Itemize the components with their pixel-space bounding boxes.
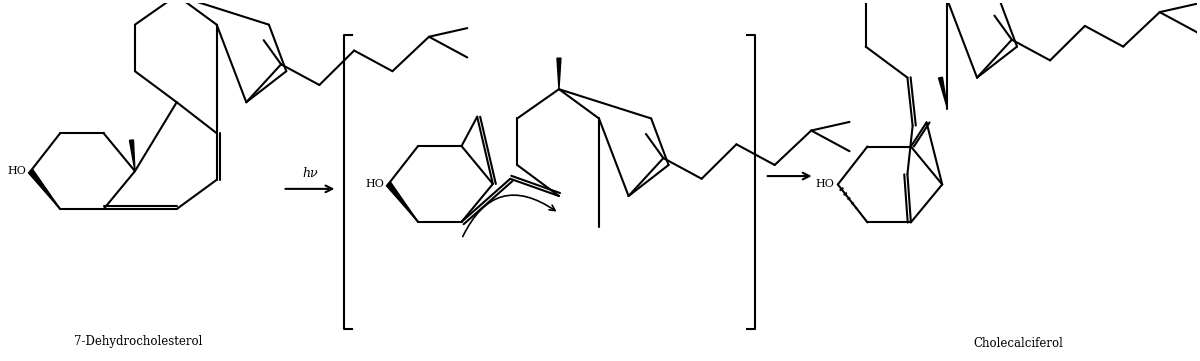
Polygon shape xyxy=(386,182,418,222)
Polygon shape xyxy=(130,140,134,171)
Polygon shape xyxy=(29,170,60,209)
Text: Cholecalciferol: Cholecalciferol xyxy=(973,337,1063,350)
Text: HO: HO xyxy=(366,179,384,189)
Text: HO: HO xyxy=(7,166,26,176)
Text: HO: HO xyxy=(815,179,834,190)
Polygon shape xyxy=(557,58,560,89)
Text: 7-Dehydrocholesterol: 7-Dehydrocholesterol xyxy=(74,335,203,348)
Text: hν: hν xyxy=(302,167,318,180)
Polygon shape xyxy=(938,77,948,109)
